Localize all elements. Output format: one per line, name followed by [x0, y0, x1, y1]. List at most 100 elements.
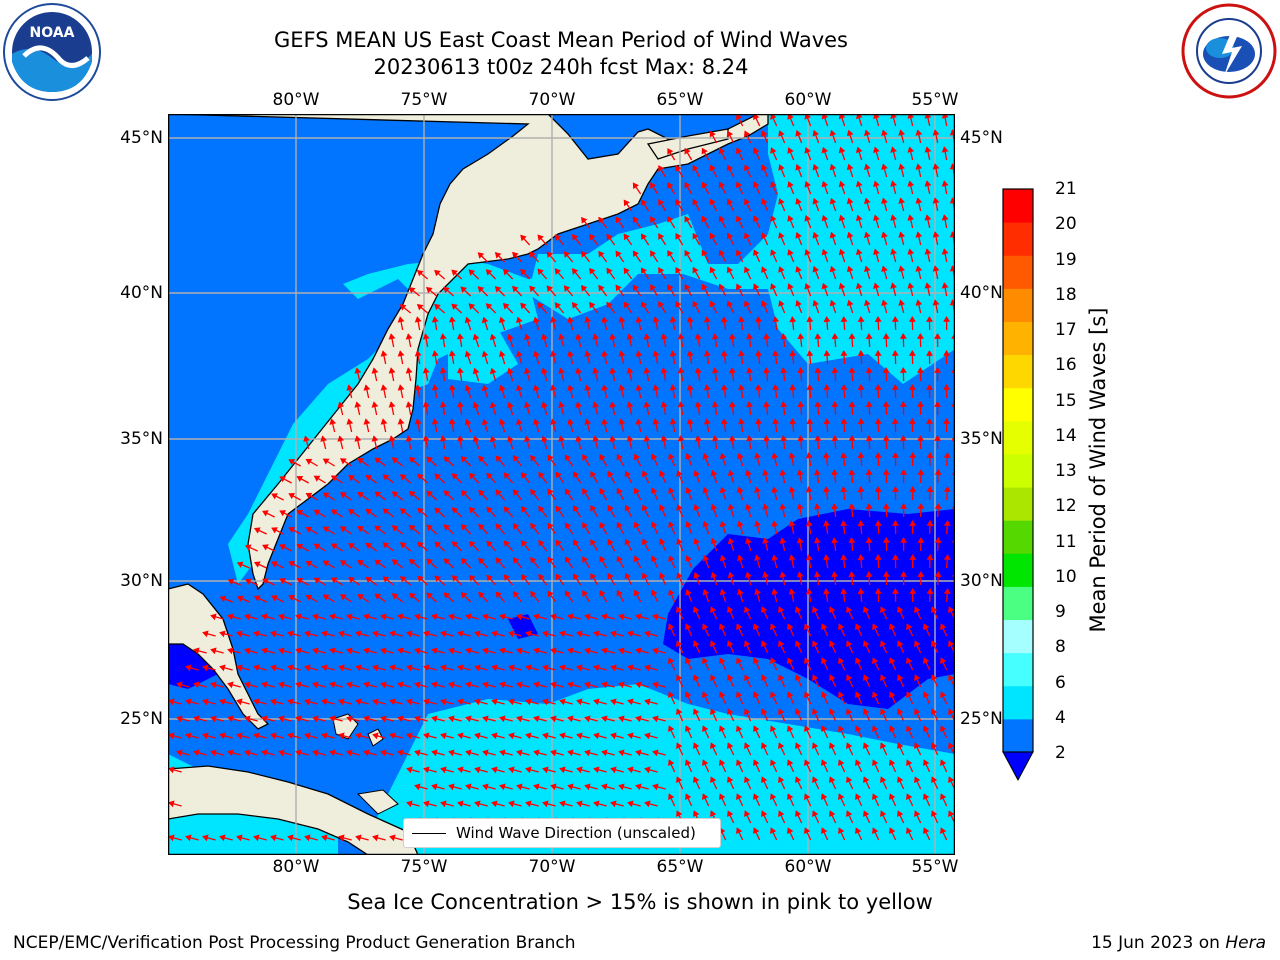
wave-arrow-head	[287, 834, 294, 842]
wave-arrow-head	[685, 623, 692, 631]
wave-arrow-head	[787, 249, 794, 256]
wave-arrow-head	[555, 539, 562, 547]
wave-arrow-head	[389, 664, 396, 672]
wave-arrow-head	[558, 401, 565, 408]
wave-arrow-head	[541, 401, 548, 409]
wave-arrow-head	[303, 435, 310, 442]
wave-arrow-head	[855, 759, 862, 767]
sea-ice-note: Sea Ice Concentration > 15% is shown in …	[0, 890, 1280, 914]
wave-arrow-head	[524, 401, 531, 409]
wave-arrow-head	[589, 233, 596, 241]
wave-arrow-head	[520, 268, 527, 276]
wave-arrow-head	[940, 657, 947, 665]
wave-arrow-head	[371, 435, 379, 442]
wave-arrow-head	[675, 198, 682, 206]
wave-arrow-head	[812, 163, 820, 171]
wave-arrow-head	[821, 146, 829, 154]
land-us-east-coast	[168, 114, 769, 591]
wave-arrow-head	[795, 164, 802, 171]
wave-arrow-head	[516, 749, 523, 757]
wave-arrow-head	[627, 630, 634, 638]
wave-arrow-head	[253, 595, 261, 602]
wave-arrow-head	[755, 384, 763, 391]
wave-arrow-head	[406, 630, 413, 638]
wave-arrow-head	[478, 523, 485, 531]
wave-arrow-head	[805, 486, 813, 493]
wave-arrow-head	[448, 316, 456, 323]
wave-arrow-head	[855, 691, 862, 699]
wave-arrow-head	[676, 640, 683, 648]
wave-arrow-head	[829, 265, 837, 273]
wave-arrow-head	[546, 251, 553, 258]
wave-arrow-head	[405, 435, 413, 442]
right-latitude-axis: 45°N 40°N 35°N 30°N 25°N	[960, 114, 1020, 855]
wave-arrow-head	[857, 350, 865, 357]
wave-arrow-head	[304, 630, 311, 638]
wave-arrow-head	[409, 456, 416, 464]
wave-arrow-head	[693, 571, 700, 579]
wave-arrow-head	[554, 268, 562, 275]
wave-arrow-head	[931, 776, 938, 784]
wave-arrow-head	[219, 630, 226, 638]
wave-arrow-head	[322, 594, 330, 601]
wave-arrow-head	[846, 606, 853, 614]
wave-arrow-head	[270, 630, 277, 638]
wave-arrow-head	[873, 248, 880, 256]
wave-arrow-head	[940, 725, 947, 733]
lat-tick: 45°N	[120, 128, 163, 148]
wave-arrow-head	[474, 664, 481, 672]
wave-arrow-head	[668, 691, 675, 699]
wave-arrow-head	[508, 800, 515, 808]
wave-arrow-head	[533, 418, 540, 426]
wave-arrow-head	[703, 384, 711, 391]
wave-arrow-head	[829, 640, 836, 648]
wave-arrow-head	[601, 350, 609, 357]
wave-arrow-head	[693, 469, 700, 477]
wave-arrow-head	[382, 508, 390, 515]
wave-arrow-head	[909, 554, 917, 560]
wave-arrow-head	[372, 732, 379, 740]
wave-arrow-head	[710, 742, 717, 750]
wave-arrow-head	[761, 164, 768, 171]
wave-arrow-head	[601, 749, 608, 757]
wave-arrow-head	[635, 749, 642, 757]
wave-arrow-head	[616, 589, 623, 597]
wave-arrow-head	[907, 214, 915, 221]
wave-arrow-head	[744, 640, 751, 648]
wave-arrow-head	[305, 458, 313, 465]
wave-arrow-head	[727, 674, 734, 682]
wave-arrow-head	[533, 613, 540, 621]
wave-arrow-head	[797, 333, 805, 340]
wave-arrow-head	[635, 613, 642, 621]
wave-arrow-head	[761, 708, 768, 716]
wave-arrow-head	[542, 800, 549, 808]
wave-arrow-head	[906, 827, 913, 835]
wave-arrow-head	[414, 418, 422, 425]
wave-arrow-head	[530, 556, 537, 564]
wave-arrow-head	[797, 435, 805, 442]
wave-arrow-head	[855, 657, 862, 665]
lon-tick: 70°W	[528, 90, 576, 110]
wave-arrow-head	[469, 540, 476, 548]
wave-arrow-head	[525, 766, 532, 774]
wave-arrow-head	[397, 647, 404, 655]
cyan-region-northeast	[343, 114, 955, 384]
wave-arrow-head	[685, 453, 692, 460]
wave-arrow-head	[754, 452, 761, 459]
wave-arrow-head	[584, 613, 591, 621]
wave-arrow-head	[321, 834, 328, 842]
wave-arrow-head	[684, 215, 691, 223]
wave-arrow-head	[770, 623, 777, 631]
wave-arrow-head	[755, 350, 763, 357]
wave-arrow-head	[573, 539, 580, 547]
wave-arrow-head	[464, 316, 472, 324]
wave-arrow-head	[917, 571, 925, 577]
wave-arrow-head	[753, 793, 760, 801]
wave-arrow-head	[855, 146, 863, 154]
wave-arrow-head	[787, 691, 794, 699]
wave-arrow-head	[897, 776, 904, 784]
wave-arrow-head	[512, 489, 520, 496]
wave-arrow-head	[547, 522, 554, 530]
wave-arrow-head	[355, 630, 362, 638]
wave-arrow-head	[668, 623, 675, 631]
